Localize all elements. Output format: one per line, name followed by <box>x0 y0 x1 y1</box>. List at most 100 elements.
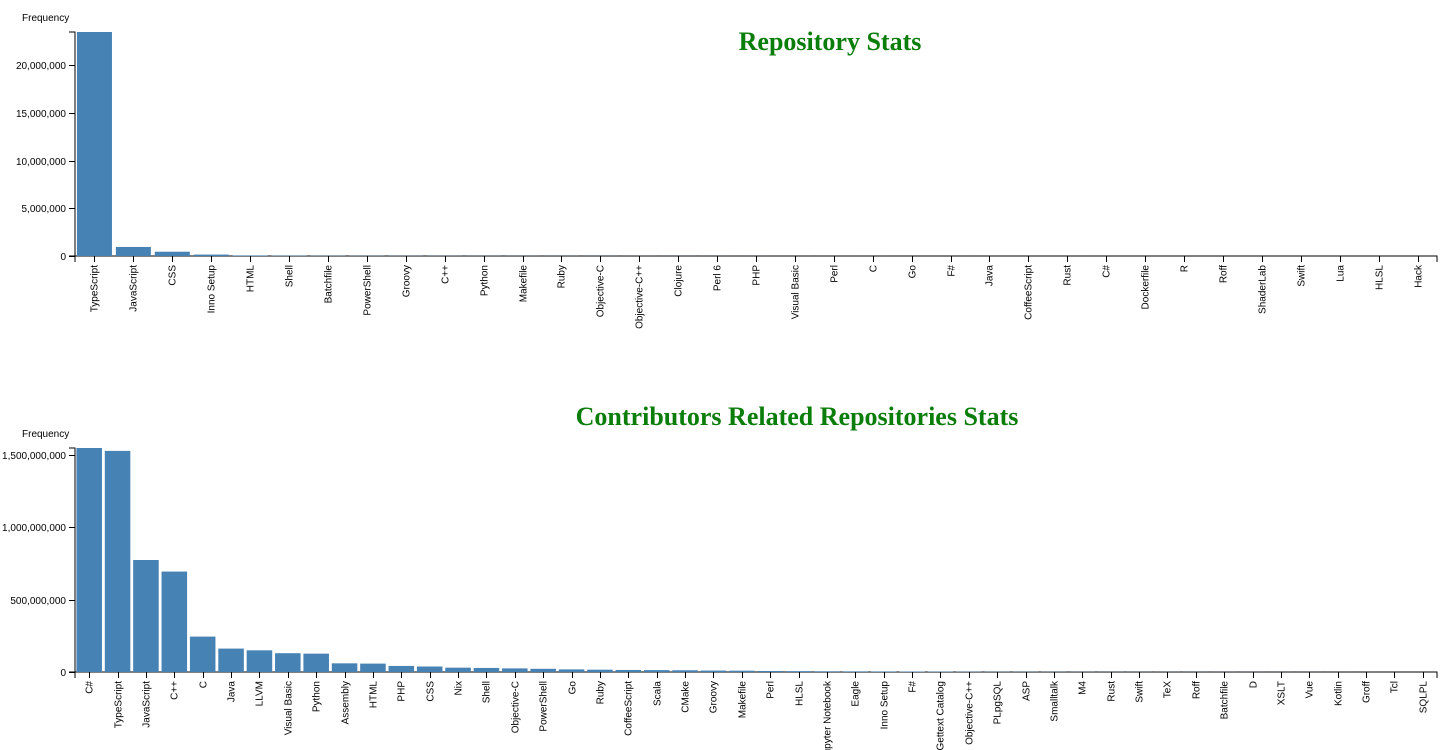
x-tick-label: Visual Basic <box>791 265 802 319</box>
x-tick-label: Inno Setup <box>207 265 218 314</box>
x-tick-label: Objective-C++ <box>635 265 646 329</box>
y-axis-label: Frequency <box>22 429 69 440</box>
y-axis-label: Frequency <box>22 13 69 24</box>
y-tick-label: 500,000,000 <box>10 596 66 607</box>
x-tick-label: CoffeeScript <box>624 681 635 736</box>
x-tick-label: Groff <box>1362 681 1373 703</box>
chart-title: Repository Stats <box>739 27 922 56</box>
x-tick-label: Inno Setup <box>880 681 891 730</box>
x-tick-label: PHP <box>397 681 408 702</box>
x-tick-label: HLSL <box>1375 265 1386 290</box>
x-tick-label: Perl <box>830 265 841 283</box>
y-tick-label: 20,000,000 <box>16 61 66 72</box>
x-axis-line <box>74 671 1438 678</box>
bar-javascript <box>115 246 151 256</box>
y-tick-label: 1,000,000,000 <box>2 523 66 534</box>
x-tick-label: Jupyter Notebook <box>823 680 834 750</box>
x-tick-label: Shell <box>482 681 493 703</box>
x-tick-label: ASP <box>1022 681 1033 701</box>
bar-llvm <box>246 650 273 672</box>
x-tick-label: Perl 6 <box>713 265 724 292</box>
y-tick-label: 0 <box>60 668 66 679</box>
bar-python <box>303 653 329 672</box>
x-tick-label: Groovy <box>402 265 413 297</box>
bar-perl <box>757 670 783 672</box>
contributors-related-repositories-stats-chart: Contributors Related Repositories Stats … <box>2 402 1438 750</box>
bar-c- <box>161 571 188 672</box>
bar-makefile <box>729 670 755 672</box>
x-tick-label: F# <box>908 681 919 693</box>
x-tick-label: Tcl <box>1390 681 1401 693</box>
x-tick-label: Makefile <box>738 681 749 719</box>
x-tick-label: TypeScript <box>90 265 101 312</box>
x-tick-label: Visual Basic <box>284 681 295 735</box>
bar-shell <box>473 667 500 672</box>
bar-go <box>558 669 585 672</box>
x-tick-label: Gettext Catalog <box>936 681 947 750</box>
x-tick-label: C# <box>85 681 96 694</box>
bar-html <box>232 255 268 256</box>
x-tick-label: Lua <box>1336 265 1347 282</box>
x-tick-label: PowerShell <box>363 265 374 316</box>
bar-java <box>218 648 244 672</box>
x-tick-label: Java <box>227 681 238 703</box>
x-tick-label: R <box>1180 265 1191 272</box>
x-tick-label: Swift <box>1297 265 1308 287</box>
bar-hlsl <box>785 671 812 672</box>
x-tick-label: Hack <box>1414 264 1425 288</box>
y-axis-line <box>69 447 76 673</box>
x-tick-label: Eagle <box>851 681 862 707</box>
bar-ruby <box>587 669 613 672</box>
x-tick-label: Makefile <box>519 265 530 303</box>
x-tick-label: Ruby <box>596 681 607 704</box>
x-tick-label: LLVM <box>255 681 266 706</box>
x-tick-label: C++ <box>441 265 452 284</box>
x-tick-label: Rust <box>1063 265 1074 286</box>
bar-f- <box>899 671 925 672</box>
x-tick-label: Java <box>985 265 996 287</box>
x-tick-label: Clojure <box>674 265 685 297</box>
bar-coffeescript <box>615 669 642 672</box>
x-tick-label: PLpgSQL <box>993 681 1004 725</box>
x-tick-label: CMake <box>681 681 692 713</box>
x-tick-label: Swift <box>1135 681 1146 703</box>
x-tick-label: Perl <box>766 681 777 699</box>
y-tick-label: 15,000,000 <box>16 109 66 120</box>
bar-css <box>154 251 190 256</box>
bar-php <box>388 665 415 672</box>
x-tick-label: JavaScript <box>142 681 153 728</box>
x-tick-label: F# <box>947 265 958 277</box>
bar-inno-setup <box>870 671 897 672</box>
bar-eagle <box>842 671 869 672</box>
bar-typescript <box>104 450 131 672</box>
x-tick-label: Assembly <box>341 681 352 724</box>
x-tick-label: TypeScript <box>114 681 125 728</box>
x-tick-label: Ruby <box>557 265 568 288</box>
x-tick-label: Objective-C <box>511 681 522 733</box>
bar-c <box>189 636 216 672</box>
x-tick-label: Dockerfile <box>1141 265 1152 310</box>
x-tick-label: CSS <box>168 265 179 286</box>
y-tick-label: 0 <box>60 252 66 263</box>
x-tick-label: Nix <box>454 681 465 695</box>
y-tick-label: 1,500,000,000 <box>2 451 66 462</box>
x-tick-label: Kotlin <box>1334 681 1345 706</box>
x-tick-label: CoffeeScript <box>1024 265 1035 320</box>
x-tick-label: Objective-C++ <box>965 681 976 745</box>
bar-groovy <box>700 670 727 672</box>
x-tick-label: XSLT <box>1277 681 1288 705</box>
x-tick-label: Go <box>908 265 919 279</box>
x-tick-label: JavaScript <box>129 265 140 312</box>
x-tick-label: HTML <box>246 265 257 293</box>
chart-title: Contributors Related Repositories Stats <box>576 402 1019 431</box>
bar-c- <box>76 448 102 672</box>
x-tick-label: Smalltalk <box>1050 680 1061 722</box>
bar-cmake <box>672 670 698 672</box>
x-tick-label: Go <box>568 681 579 695</box>
bar-typescript <box>76 32 112 256</box>
bar-powershell <box>530 668 556 672</box>
x-tick-label: Shell <box>285 265 296 287</box>
x-tick-label: CSS <box>426 681 437 702</box>
x-tick-label: C++ <box>170 681 181 700</box>
